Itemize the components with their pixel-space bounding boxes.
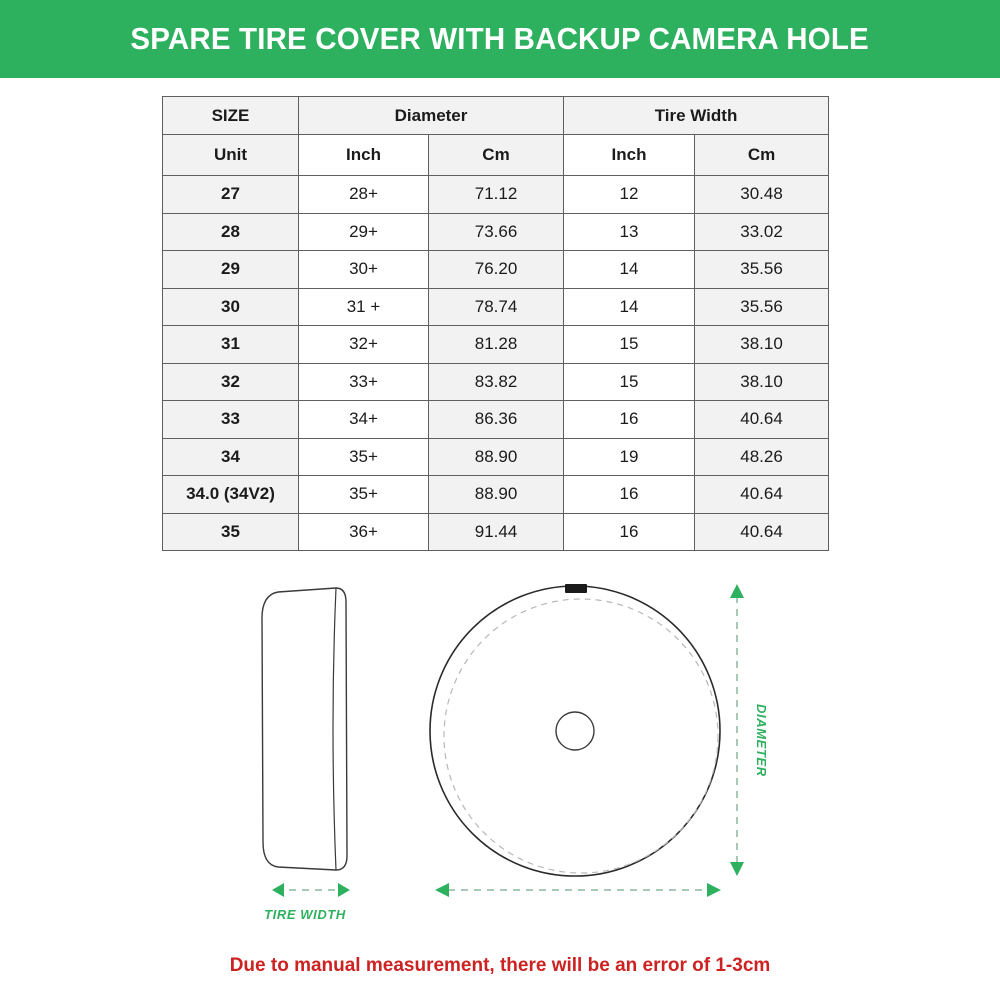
- arrow-right-icon: [338, 883, 350, 897]
- tire-width-dimension: TIRE WIDTH: [264, 883, 350, 922]
- cell-diameter-inch: 35+: [298, 437, 429, 476]
- cell-tire-width-inch: 19: [563, 437, 696, 476]
- cell-tire-width-inch: 16: [563, 475, 696, 514]
- cell-tire-width-inch: 15: [563, 325, 696, 364]
- table-row: 34 35+ 88.90 19 48.26: [162, 437, 830, 476]
- table-row: 34.0 (34V2) 35+ 88.90 16 40.64: [162, 475, 830, 514]
- table-row: 29 30+ 76.20 14 35.56: [162, 250, 830, 289]
- cell-diameter-inch: 30+: [298, 250, 429, 289]
- cell-tire-width-inch: 15: [563, 362, 696, 401]
- cell-size: 30: [162, 287, 299, 326]
- cell-size: 27: [162, 175, 299, 214]
- cell-diameter-cm: 76.20: [427, 250, 565, 289]
- table-header: SIZE Diameter Tire Width Unit Inch Cm In…: [162, 96, 830, 176]
- diameter-dimension-vertical: DIAMETER: [730, 584, 769, 876]
- table-row: 32 33+ 83.82 15 38.10: [162, 362, 830, 401]
- table-row: 27 28+ 71.12 12 30.48: [162, 175, 830, 214]
- cell-diameter-cm: 83.82: [427, 362, 565, 401]
- cell-tire-width-inch: 16: [563, 400, 696, 439]
- table-header-row-units: Unit Inch Cm Inch Cm: [162, 134, 830, 176]
- table-row: 33 34+ 86.36 16 40.64: [162, 400, 830, 439]
- cell-diameter-cm: 88.90: [427, 475, 565, 514]
- front-view-shape: [429, 584, 721, 877]
- table-header-row-groups: SIZE Diameter Tire Width: [162, 96, 830, 135]
- arrow-right-icon: [707, 883, 721, 897]
- cell-diameter-inch: 36+: [298, 512, 429, 551]
- cell-tire-width-inch: 14: [563, 287, 696, 326]
- table-body: 27 28+ 71.12 12 30.48 28 29+ 73.66 13 33.02 29 30+ 7…: [162, 175, 830, 551]
- table-row: 35 36+ 91.44 16 40.64: [162, 512, 830, 551]
- cover-inner-dashed-circle: [443, 598, 719, 874]
- table-row: 30 31 +78.74 14 35.56: [162, 287, 830, 326]
- header-banner: SPARE TIRE COVER WITH BACKUP CAMERA HOLE: [0, 0, 1000, 78]
- camera-hole: [555, 711, 595, 751]
- arrow-left-icon: [272, 883, 284, 897]
- cell-tire-width-cm: 38.10: [694, 362, 830, 401]
- cell-diameter-cm: 71.12: [427, 175, 565, 214]
- cell-size: 29: [162, 250, 299, 289]
- header-tire-width-cm: Cm: [694, 134, 830, 176]
- cell-tire-width-cm: 35.56: [694, 250, 830, 289]
- cell-diameter-cm: 73.66: [427, 212, 565, 251]
- cell-tire-width-cm: 38.10: [694, 325, 830, 364]
- cell-tire-width-cm: 35.56: [694, 287, 830, 326]
- cell-tire-width-cm: 48.26: [694, 437, 830, 476]
- cell-diameter-inch: 32+: [298, 325, 429, 364]
- cell-size: 34: [162, 437, 299, 476]
- cell-size: 32: [162, 362, 299, 401]
- size-chart-table: SIZE Diameter Tire Width Unit Inch Cm In…: [162, 96, 830, 551]
- cell-diameter-inch: 33+: [298, 362, 429, 401]
- diameter-label: DIAMETER: [754, 704, 769, 777]
- tire-cover-diagram: TIRE WIDTH DIAMETER: [0, 556, 1000, 936]
- cell-diameter-inch: 29+: [298, 212, 429, 251]
- side-view-shape: [261, 587, 348, 871]
- header-tire-width: Tire Width: [563, 96, 830, 135]
- table-row: 28 29+ 73.66 13 33.02: [162, 212, 830, 251]
- cell-diameter-cm: 78.74: [427, 287, 565, 326]
- header-diameter: Diameter: [297, 96, 565, 135]
- tire-width-label: TIRE WIDTH: [264, 907, 346, 922]
- header-tire-width-inch: Inch: [563, 134, 696, 176]
- cell-size: 28: [162, 212, 299, 251]
- cell-tire-width-cm: 33.02: [694, 212, 830, 251]
- cell-diameter-inch: 34+: [298, 400, 429, 439]
- cell-size: 33: [162, 400, 299, 439]
- diameter-dimension-horizontal: [435, 883, 721, 897]
- cell-diameter-cm: 88.90: [427, 437, 565, 476]
- top-tab: [565, 584, 587, 593]
- cell-diameter-inch: 31 +: [298, 287, 429, 326]
- arrow-down-icon: [730, 862, 744, 876]
- cell-diameter-cm: 86.36: [427, 400, 565, 439]
- cell-tire-width-cm: 40.64: [694, 400, 830, 439]
- header-diameter-cm: Cm: [427, 134, 565, 176]
- cell-tire-width-inch: 13: [563, 212, 696, 251]
- cell-diameter-cm: 81.28: [427, 325, 565, 364]
- cell-diameter-inch: 28+: [298, 175, 429, 214]
- cell-size: 31: [162, 325, 299, 364]
- cell-tire-width-cm: 40.64: [694, 512, 830, 551]
- size-chart-table-container: SIZE Diameter Tire Width Unit Inch Cm In…: [162, 96, 830, 551]
- cell-tire-width-inch: 12: [563, 175, 696, 214]
- cell-tire-width-inch: 16: [563, 512, 696, 551]
- header-size: SIZE: [162, 96, 299, 135]
- cell-size: 34.0 (34V2): [162, 475, 299, 514]
- cell-diameter-cm: 91.44: [427, 512, 565, 551]
- cell-tire-width-cm: 40.64: [694, 475, 830, 514]
- cell-tire-width-cm: 30.48: [694, 175, 830, 214]
- header-diameter-inch: Inch: [298, 134, 429, 176]
- arrow-left-icon: [435, 883, 449, 897]
- page-title: SPARE TIRE COVER WITH BACKUP CAMERA HOLE: [130, 21, 870, 56]
- table-row: 31 32+ 81.28 15 38.10: [162, 325, 830, 364]
- cell-size: 35: [162, 512, 299, 551]
- measurement-disclaimer: Due to manual measurement, there will be…: [229, 955, 771, 976]
- cell-tire-width-inch: 14: [563, 250, 696, 289]
- arrow-up-icon: [730, 584, 744, 598]
- cell-diameter-inch: 35+: [298, 475, 429, 514]
- header-unit: Unit: [162, 134, 299, 176]
